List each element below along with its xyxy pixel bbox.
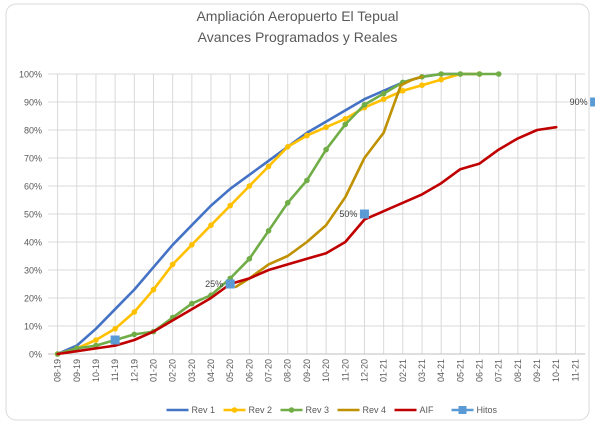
chart-subtitle: Avances Programados y Reales <box>197 29 398 45</box>
x-tick-label: 08-19 <box>53 359 63 382</box>
data-point-rev-3 <box>304 177 310 184</box>
x-tick-label: 04-21 <box>436 359 446 382</box>
x-tick-label: 10-20 <box>321 359 331 382</box>
data-point-rev-3 <box>342 121 349 128</box>
data-point-rev-2 <box>419 82 425 88</box>
series-line-rev-4 <box>234 75 424 289</box>
chart-title: Ampliación Aeropuerto El Tepual <box>196 8 399 24</box>
data-point-rev-3 <box>246 255 253 262</box>
y-tick-label: 30% <box>24 266 42 276</box>
data-label-hitos: 90% <box>570 97 588 107</box>
data-label-hitos: 25% <box>205 279 223 289</box>
x-tick-label: 02-20 <box>168 359 178 382</box>
x-tick-label: 08-20 <box>283 359 293 382</box>
data-point-hitos <box>590 97 595 107</box>
data-point-rev-2 <box>189 242 195 248</box>
data-point-hitos <box>225 279 235 289</box>
x-tick-label: 06-20 <box>244 359 254 382</box>
x-tick-label: 10-21 <box>551 359 561 382</box>
x-tick-label: 07-21 <box>494 359 504 382</box>
data-point-rev-3 <box>495 71 502 77</box>
x-tick-label: 01-20 <box>148 359 158 382</box>
data-point-rev-2 <box>265 163 272 170</box>
x-tick-label: 07-20 <box>264 359 274 382</box>
y-tick-label: 0% <box>29 350 42 360</box>
series-line-rev-3 <box>56 72 501 356</box>
data-point-rev-3 <box>457 71 464 77</box>
data-point-rev-3 <box>265 228 272 234</box>
y-tick-label: 80% <box>24 126 42 136</box>
x-tick-label: 11-19 <box>110 359 120 381</box>
data-point-rev-2 <box>304 132 310 139</box>
data-point-rev-2 <box>400 88 406 94</box>
x-tick-label: 03-21 <box>417 359 427 382</box>
x-tick-label: 09-21 <box>532 359 542 382</box>
x-tick-label: 11-20 <box>340 359 350 381</box>
data-point-hitos <box>110 335 120 345</box>
data-point-rev-3 <box>380 90 387 97</box>
data-point-rev-3 <box>361 102 368 108</box>
x-tick-label: 06-21 <box>475 359 485 382</box>
legend-label-rev-3: Rev 3 <box>306 405 330 415</box>
legend-marker-rev-2 <box>231 407 238 413</box>
y-tick-label: 60% <box>24 182 42 192</box>
x-tick-label: 09-20 <box>302 359 312 382</box>
x-tick-label: 01-21 <box>379 359 389 382</box>
data-point-rev-2 <box>342 116 349 122</box>
series-line-aif <box>56 125 558 356</box>
x-tick-label: 05-20 <box>225 359 235 382</box>
x-tick-label: 08-21 <box>513 359 523 382</box>
legend-label-rev-2: Rev 2 <box>249 405 273 415</box>
data-point-rev-3 <box>131 331 138 338</box>
x-tick-label: 02-21 <box>398 359 408 382</box>
data-label-hitos: 50% <box>339 209 357 219</box>
legend-label-rev-4: Rev 4 <box>363 405 387 415</box>
data-point-rev-2 <box>150 286 157 293</box>
x-tick-label: 04-20 <box>206 359 216 382</box>
x-tick-label: 11-21 <box>570 359 580 381</box>
x-tick-label: 12-19 <box>129 359 139 382</box>
legend-label-hitos: Hitos <box>477 405 498 415</box>
legend-marker-hitos <box>458 406 467 414</box>
data-point-rev-3 <box>323 146 329 153</box>
y-tick-label: 90% <box>24 98 42 108</box>
y-tick-label: 70% <box>24 154 42 164</box>
y-tick-label: 40% <box>24 238 42 248</box>
chart-border <box>5 3 590 421</box>
data-point-rev-2 <box>380 96 387 102</box>
x-tick-label: 10-19 <box>91 359 101 382</box>
x-tick-label: 12-20 <box>359 359 369 382</box>
y-tick-label: 10% <box>24 322 42 332</box>
data-point-rev-2 <box>323 124 329 130</box>
data-point-rev-2 <box>438 76 444 83</box>
data-point-rev-2 <box>246 183 253 189</box>
data-point-rev-2 <box>284 144 291 150</box>
legend-marker-rev-3 <box>288 407 295 413</box>
data-point-rev-2 <box>227 202 233 209</box>
data-point-rev-3 <box>284 200 291 206</box>
y-tick-label: 100% <box>19 70 42 80</box>
x-tick-label: 09-19 <box>72 359 82 382</box>
data-point-rev-3 <box>476 71 483 77</box>
data-point-rev-2 <box>112 326 118 332</box>
legend-label-rev-1: Rev 1 <box>192 405 216 415</box>
data-point-rev-2 <box>93 337 99 343</box>
data-point-rev-2 <box>208 222 214 228</box>
data-point-rev-3 <box>189 300 195 307</box>
data-point-rev-2 <box>131 309 138 315</box>
x-tick-label: 05-21 <box>455 359 465 382</box>
data-point-rev-3 <box>438 71 444 77</box>
y-tick-label: 20% <box>24 294 42 304</box>
y-tick-label: 50% <box>24 210 42 220</box>
legend-label-aif: AIF <box>420 405 435 415</box>
data-point-hitos <box>359 209 369 219</box>
data-point-rev-2 <box>169 261 176 268</box>
x-tick-label: 03-20 <box>187 359 197 382</box>
